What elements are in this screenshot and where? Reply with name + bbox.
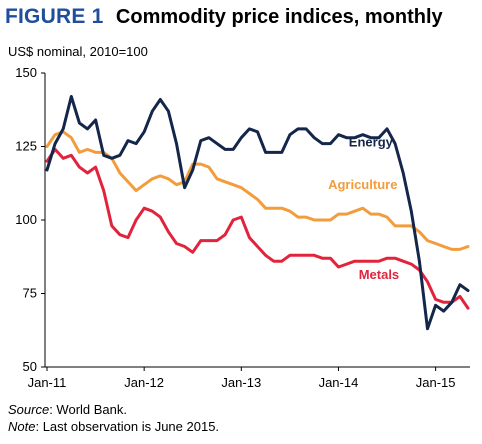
source-label: Source <box>8 402 50 417</box>
y-axis-units-label: US$ nominal, 2010=100 <box>8 44 148 59</box>
x-tick-label: Jan-13 <box>221 375 261 390</box>
note-label: Note <box>8 419 36 434</box>
source-text: : World Bank. <box>49 402 127 417</box>
x-tick-label: Jan-12 <box>124 375 164 390</box>
note-text: : Last observation is June 2015. <box>35 419 220 434</box>
series-line-metals <box>45 147 470 310</box>
figure-number: FIGURE 1 <box>5 5 104 28</box>
x-tick-label: Jan-15 <box>416 375 456 390</box>
chart-series-lines <box>45 95 470 331</box>
x-tick-label: Jan-14 <box>319 375 359 390</box>
y-tick-label: 75 <box>23 286 37 301</box>
series-label-agriculture: Agriculture <box>328 177 397 192</box>
series-label-metals: Metals <box>359 267 399 282</box>
chart-series-labels: Agriculture Metals Energy <box>328 135 399 282</box>
y-tick-label: 150 <box>15 65 37 80</box>
figure-title: Commodity price indices, monthly <box>115 6 443 28</box>
figure-notes: Source: World Bank. Note: Last observati… <box>8 401 219 435</box>
series-line-agriculture <box>45 130 470 251</box>
x-tick-label: Jan-11 <box>28 375 67 390</box>
figure-title-row: FIGURE 1 Commodity price indices, monthl… <box>5 5 443 29</box>
last-observation-note: Note: Last observation is June 2015. <box>8 418 219 435</box>
y-tick-label: 100 <box>15 212 37 227</box>
source-note: Source: World Bank. <box>8 401 219 418</box>
series-label-energy: Energy <box>349 135 394 150</box>
y-tick-label: 125 <box>15 139 37 154</box>
chart-axes: 50 75 100 125 150 Jan-11 Jan-12 Jan-13 Jan-14 Jan… <box>15 65 470 390</box>
y-tick-label: 50 <box>23 359 37 374</box>
series-line-energy <box>45 95 470 331</box>
